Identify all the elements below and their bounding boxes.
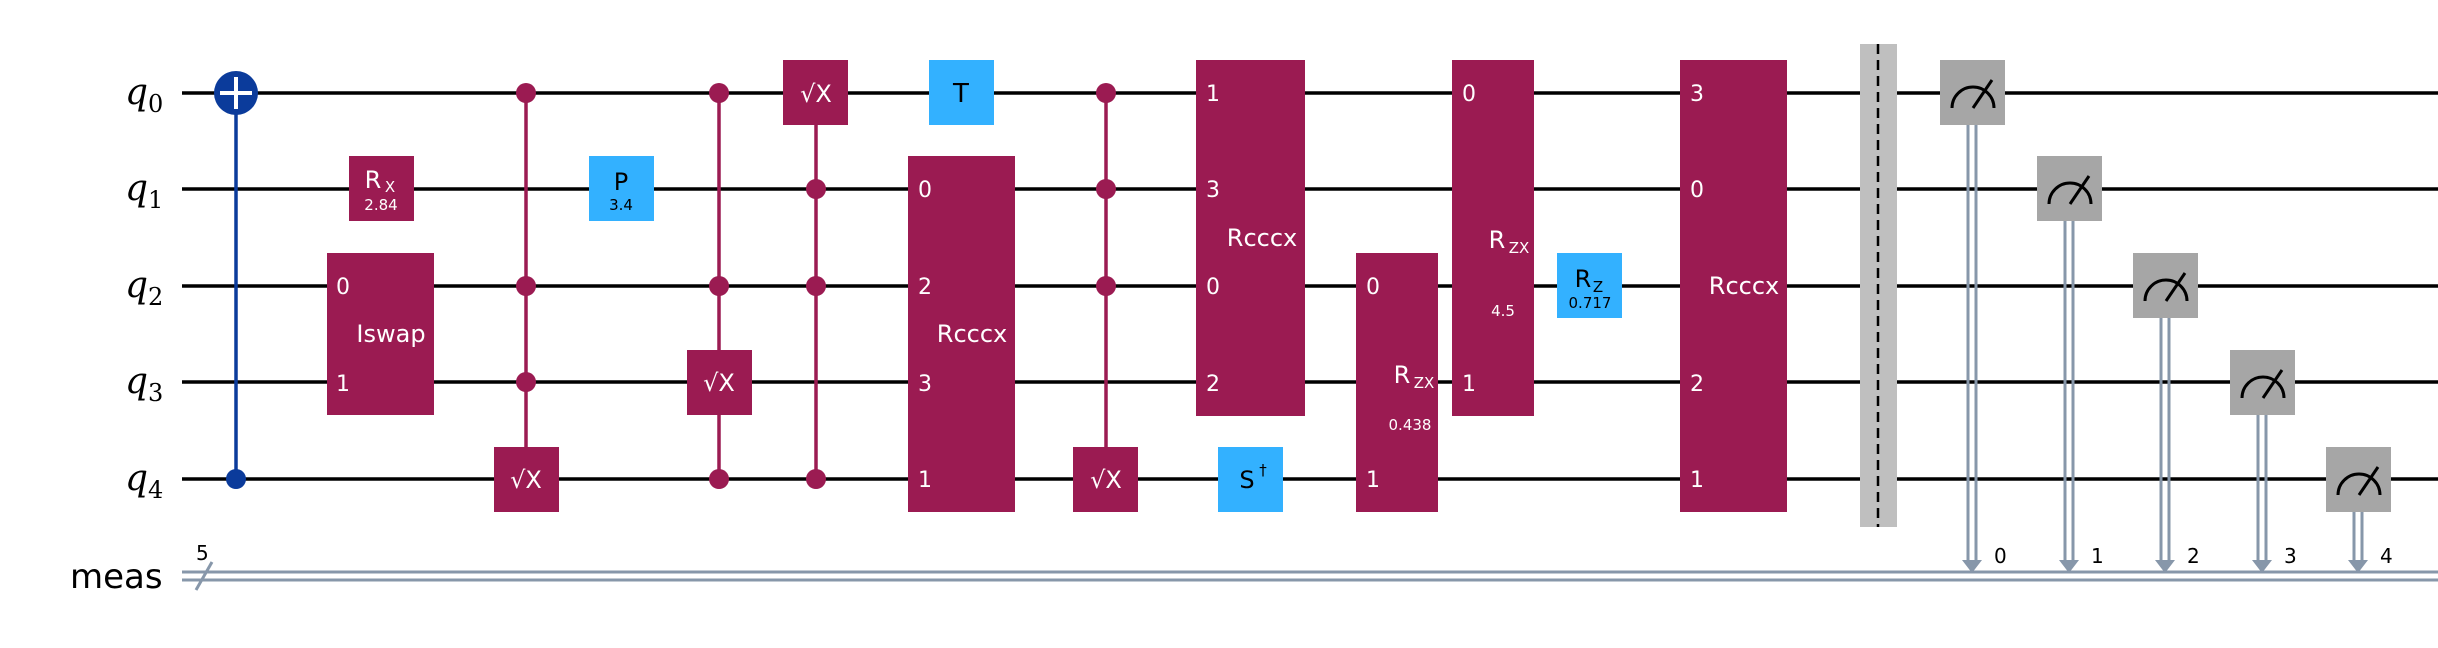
svg-text:R: R xyxy=(1575,265,1592,293)
rzx-param: 4.5 xyxy=(1491,302,1515,320)
svg-text:3: 3 xyxy=(918,372,932,397)
svg-text:0: 0 xyxy=(1366,275,1380,300)
controlled-sqrtx-gate-3: √X xyxy=(783,60,848,489)
svg-text:1: 1 xyxy=(1690,468,1704,493)
svg-text:0: 0 xyxy=(1206,275,1220,300)
svg-text:Rcccx: Rcccx xyxy=(1709,272,1779,300)
svg-text:√X: √X xyxy=(510,466,542,494)
svg-text:3: 3 xyxy=(2284,544,2297,568)
svg-text:√X: √X xyxy=(703,369,735,397)
svg-text:Rcccx: Rcccx xyxy=(937,320,1007,348)
wire-labels: q0 q1 q2 q3 q4 meas xyxy=(70,72,163,597)
svg-text:0: 0 xyxy=(1994,544,2007,568)
svg-text:3: 3 xyxy=(1206,178,1220,203)
qubit-label-q3: q3 xyxy=(125,361,163,407)
svg-text:1: 1 xyxy=(2091,544,2104,568)
qubit-label-q4: q4 xyxy=(125,458,163,504)
svg-text:R: R xyxy=(1489,226,1506,254)
svg-text:T: T xyxy=(952,79,969,109)
rx-gate: R X 2.84 xyxy=(349,156,414,221)
control-dot xyxy=(806,276,826,296)
classical-wire xyxy=(182,561,2438,591)
svg-text:Rcccx: Rcccx xyxy=(1227,224,1297,252)
control-dot xyxy=(1096,179,1116,199)
svg-text:3: 3 xyxy=(1690,82,1704,107)
svg-text:R: R xyxy=(1394,361,1411,389)
meter-icon xyxy=(2240,375,2286,399)
qubit-label-q2: q2 xyxy=(125,265,163,311)
classical-width-slash xyxy=(194,561,214,591)
svg-text:2: 2 xyxy=(918,275,932,300)
control-dot xyxy=(806,469,826,489)
rz-param: 0.717 xyxy=(1569,294,1612,312)
rz-gate: R Z 0.717 xyxy=(1557,253,1622,318)
iswap-gate: 0 1 Iswap xyxy=(327,253,434,415)
rcccx-gate-2: 1 3 0 2 Rcccx xyxy=(1196,60,1305,416)
control-dot xyxy=(806,179,826,199)
control-dot xyxy=(709,83,729,103)
svg-text:0: 0 xyxy=(336,275,350,300)
svg-text:0: 0 xyxy=(918,178,932,203)
classical-width-label: 5 xyxy=(196,541,209,565)
control-dot xyxy=(516,276,536,296)
meter-icon xyxy=(2047,181,2093,205)
svg-text:1: 1 xyxy=(336,372,350,397)
control-dot xyxy=(1096,276,1116,296)
control-dot xyxy=(709,276,729,296)
svg-text:0: 0 xyxy=(1462,82,1476,107)
svg-text:1: 1 xyxy=(1366,468,1380,493)
svg-text:Z: Z xyxy=(1593,278,1603,296)
rzx-gate-2: 0 1 R ZX 4.5 xyxy=(1452,60,1534,416)
svg-text:1: 1 xyxy=(1462,372,1476,397)
measurement-q2: 2 xyxy=(2133,253,2200,573)
controlled-sqrtx-gate-1: √X xyxy=(494,83,559,512)
svg-text:R: R xyxy=(365,166,382,194)
controlled-sqrtx-gate-2: √X xyxy=(687,83,752,489)
t-gate: T xyxy=(929,60,994,125)
measurement-q3: 3 xyxy=(2230,350,2297,573)
svg-text:2: 2 xyxy=(1690,372,1704,397)
meter-icon xyxy=(2143,278,2189,302)
svg-text:S: S xyxy=(1239,466,1254,494)
phase-param: 3.4 xyxy=(609,196,633,214)
rcccx-gate-1: 0 2 3 1 Rcccx xyxy=(908,156,1015,512)
phase-gate: P 3.4 xyxy=(589,156,654,221)
barrier xyxy=(1860,44,1897,527)
measurement-q0: 0 xyxy=(1940,60,2007,573)
svg-text:√X: √X xyxy=(1090,466,1122,494)
qubit-label-q0: q0 xyxy=(125,72,163,118)
rzx-param: 0.438 xyxy=(1389,416,1432,434)
qubit-label-q1: q1 xyxy=(125,168,163,214)
cnot-gate xyxy=(214,71,258,489)
classical-register-label: meas xyxy=(70,557,163,597)
svg-text:2: 2 xyxy=(1206,372,1220,397)
svg-text:4: 4 xyxy=(2380,544,2393,568)
controlled-sqrtx-gate-4: √X xyxy=(1073,83,1138,512)
measurement-q4: 4 xyxy=(2326,447,2393,573)
svg-text:P: P xyxy=(614,168,628,196)
measurement-q1: 1 xyxy=(2037,156,2104,573)
svg-text:Iswap: Iswap xyxy=(356,320,425,348)
svg-text:X: X xyxy=(385,178,395,196)
svg-text:ZX: ZX xyxy=(1509,239,1530,257)
svg-text:ZX: ZX xyxy=(1414,374,1435,392)
svg-text:†: † xyxy=(1259,461,1267,479)
rx-param: 2.84 xyxy=(364,196,397,214)
control-dot xyxy=(516,372,536,392)
svg-text:2: 2 xyxy=(2187,544,2200,568)
svg-text:0: 0 xyxy=(1690,178,1704,203)
rcccx-gate-3: 3 0 2 1 Rcccx xyxy=(1680,60,1787,512)
control-dot xyxy=(1096,83,1116,103)
sdg-gate: S † xyxy=(1218,447,1283,512)
rzx-gate-1: 0 1 R ZX 0.438 xyxy=(1356,253,1438,512)
svg-text:1: 1 xyxy=(918,468,932,493)
svg-text:√X: √X xyxy=(800,80,832,108)
control-dot xyxy=(516,83,536,103)
meter-icon xyxy=(2336,472,2382,496)
cnot-control-dot xyxy=(226,469,246,489)
meter-icon xyxy=(1950,85,1996,109)
svg-text:1: 1 xyxy=(1206,82,1220,107)
control-dot xyxy=(709,469,729,489)
